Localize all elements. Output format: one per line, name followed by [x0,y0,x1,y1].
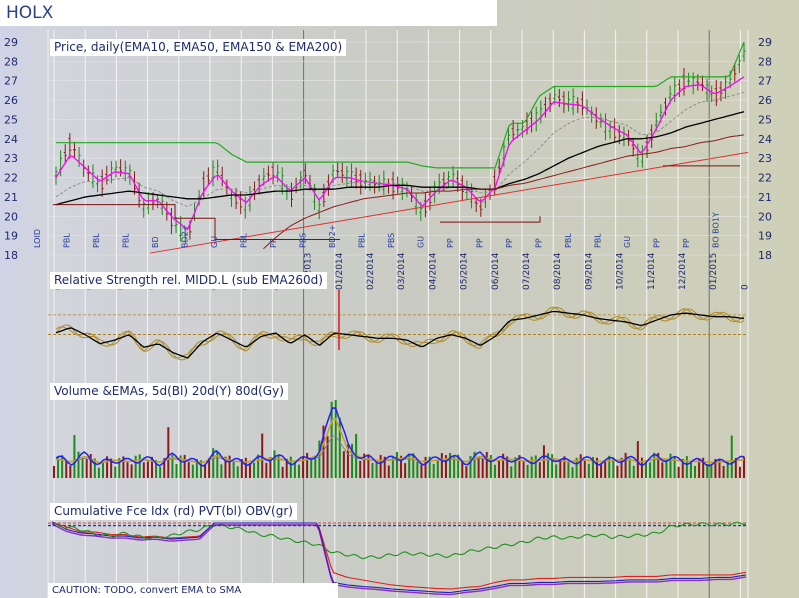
price-ytick-left: 28 [4,55,18,68]
month-tick-label: 10/2014 [616,252,626,290]
price-panel-title: Price, daily(EMA10, EMA50, EMA150 & EMA2… [50,39,347,56]
price-ytick-left: 26 [4,94,18,107]
price-ytick-left: 21 [4,191,18,204]
price-ytick-right: 18 [758,249,772,262]
signal-label: PBL [92,233,101,248]
price-ytick-left: 29 [4,36,18,49]
pvt-line [51,521,747,594]
signal-label: PP [476,238,485,248]
price-ytick-right: 25 [758,113,772,126]
price-ytick-right: 23 [758,152,772,165]
relative-strength-panel [48,290,748,361]
price-ytick-right: 21 [758,191,772,204]
signal-label: BD2+ [181,225,190,248]
month-tick-label: 01/2015 [709,253,719,290]
month-tick-label: 11/2014 [647,252,657,290]
signal-label: GU [417,236,426,248]
ema200-line [263,134,745,250]
signal-label: PP [653,238,662,248]
ema50-line [55,91,745,207]
support-line [440,216,541,223]
rs-line [55,310,745,359]
signal-label: BO BO1Y [712,212,721,248]
volume-panel [53,400,745,478]
month-tick-label: 07/2014 [522,252,532,290]
price-ytick-right: 24 [758,133,772,146]
price-ytick-right: 22 [758,172,772,185]
price-ytick-right: 28 [758,55,772,68]
trend-line [149,151,749,254]
signal-label: PBS [299,233,308,248]
signal-label: PBL [122,233,131,248]
price-ytick-left: 23 [4,152,18,165]
signal-label: GU [623,236,632,248]
price-ytick-left: 20 [4,210,18,223]
month-tick-label: 06/2014 [491,252,501,290]
price-ytick-right: 27 [758,75,772,88]
flow-panel-title: Cumulative Fce Idx (rd) PVT(bl) OBV(gr) [50,503,297,520]
caution-note: CAUTION: TODO, convert EMA to SMA [48,583,338,598]
rs-panel-title: Relative Strength rel. MIDD.L (sub EMA26… [50,272,327,289]
signal-label: PBL [358,233,367,248]
price-ytick-left: 18 [4,249,18,262]
support-line [53,204,340,241]
month-tick-label: 0 [740,284,750,290]
month-tick-label: 09/2014 [584,252,594,290]
signal-label: BD [151,236,160,248]
signal-label: PBL [564,233,573,248]
month-tick-label: 08/2014 [553,252,563,290]
signal-label: PP [269,238,278,248]
price-ytick-right: 20 [758,210,772,223]
ema10-line [55,76,745,231]
month-tick-label: 12/2014 [678,252,688,290]
price-ytick-right: 29 [758,36,772,49]
signal-label: BD2+ [328,225,337,248]
price-ytick-right: 26 [758,94,772,107]
price-ytick-left: 25 [4,113,18,126]
signal-label: PBL [594,233,603,248]
signal-label: PBL [63,233,72,248]
force-index-line [51,521,747,590]
signal-label: LOID [33,229,42,248]
resistance-line [56,41,745,169]
month-tick-label: 12/2013 [304,253,314,290]
ticker-title: HOLX [0,0,497,26]
volume-panel-title: Volume &EMAs, 5d(Bl) 20d(Y) 80d(Gy) [50,383,288,400]
month-tick-label: 02/2014 [366,252,376,290]
signal-label: GU [210,236,219,248]
ema150-line [55,111,745,206]
vol-ema5-line [55,407,745,467]
signal-label: PP [505,238,514,248]
signal-label: PBS [387,233,396,248]
month-tick-label: 04/2014 [428,252,438,290]
month-tick-label: 05/2014 [460,252,470,290]
flow-panel [48,521,748,596]
signal-label: PP [682,238,691,248]
price-ytick-left: 22 [4,172,18,185]
axes: 18 18 19 19 20 20 21 21 22 22 23 23 24 24 25 25 26 26 27 27… [4,36,772,290]
signal-label: PBL [240,233,249,248]
price-ytick-right: 19 [758,230,772,243]
month-tick-label: 01/2014 [335,252,345,290]
signal-label: PP [446,238,455,248]
vol-ema20-line [55,417,745,464]
obv-line [51,521,747,560]
rs-band-line-b [55,306,745,359]
price-panel: LOID PBL PBL PBL BD BD2+ GU PBL PP PBS BD2+ PBL PBS G… [33,41,749,254]
month-tick-label: 03/2014 [397,252,407,290]
signal-label: PP [535,238,544,248]
price-ytick-left: 24 [4,133,18,146]
price-ytick-left: 27 [4,75,18,88]
price-ytick-left: 19 [4,230,18,243]
purple-line [51,523,747,596]
